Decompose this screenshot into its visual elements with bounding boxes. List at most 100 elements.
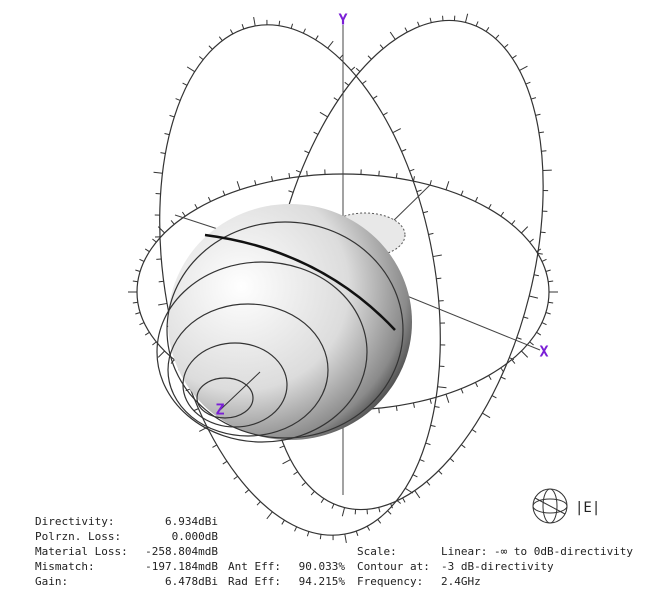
ring-tick <box>428 233 433 234</box>
ring-tick <box>156 193 161 195</box>
ring-tick <box>158 351 164 357</box>
ring-tick <box>492 396 497 398</box>
ring-tick <box>296 170 301 172</box>
ring-tick <box>156 259 161 260</box>
stat-label: Polrzn. Loss: <box>35 530 121 543</box>
ring-tick <box>413 176 414 181</box>
ring-tick <box>430 399 431 404</box>
ring-tick <box>319 534 321 539</box>
ring-tick <box>294 527 298 532</box>
setting-label: Contour at: <box>357 560 430 573</box>
ring-tick <box>441 16 444 21</box>
ring-tick <box>351 67 356 70</box>
ring-tick <box>413 491 421 498</box>
z-axis-label: Z <box>215 401 224 419</box>
ring-tick <box>159 281 164 282</box>
stat-label: Material Loss: <box>35 545 128 558</box>
ring-tick <box>413 474 417 478</box>
ring-tick <box>446 181 449 190</box>
ring-tick <box>209 45 213 50</box>
ring-tick <box>409 169 414 171</box>
ring-tick <box>438 385 447 389</box>
ring-tick <box>319 112 328 117</box>
ring-tick <box>475 197 477 202</box>
ring-tick <box>272 176 273 181</box>
stat-value: -197.184mdB <box>145 560 218 573</box>
stat-value: 0.000dB <box>172 530 219 543</box>
ring-tick <box>373 96 378 99</box>
ring-tick <box>307 171 308 176</box>
legend-icon <box>533 489 567 523</box>
stat-value: 6.478dBi <box>165 575 218 588</box>
ring-tick <box>541 150 546 153</box>
ring-tick <box>135 312 140 313</box>
ring-tick <box>476 21 478 26</box>
ring-tick <box>440 344 445 346</box>
ring-tick <box>489 375 491 379</box>
ring-tick <box>542 210 547 212</box>
ring-tick <box>534 274 539 275</box>
ring-tick <box>133 281 138 282</box>
ring-tick <box>254 17 256 26</box>
ring-tick <box>379 45 384 49</box>
ring-tick <box>465 14 467 23</box>
ring-tick <box>367 56 372 60</box>
setting-value: 2.4GHz <box>441 575 481 588</box>
ring-tick <box>237 181 240 190</box>
ring-tick <box>379 408 380 413</box>
ring-tick <box>367 526 369 531</box>
ring-tick <box>378 519 381 524</box>
ring-tick <box>521 227 527 233</box>
ring-tick <box>521 351 527 357</box>
ring-tick <box>281 520 285 524</box>
ring-tick <box>242 24 244 29</box>
ring-tick <box>461 191 463 196</box>
ring-tick <box>501 212 504 216</box>
pattern-surface <box>157 204 412 442</box>
ring-tick <box>266 512 274 519</box>
ring-tick <box>389 32 397 39</box>
stat-value: 6.934dBi <box>165 515 218 528</box>
ring-tick <box>546 270 551 271</box>
ring-tick <box>344 82 349 85</box>
ring-tick <box>430 180 431 185</box>
ring-tick <box>489 204 491 208</box>
ring-tick <box>176 98 181 101</box>
ring-tick <box>542 323 547 325</box>
pattern-view: Y X Z |E| Directivity:6.934dBiPolrzn. Lo… <box>0 0 670 597</box>
ring-tick <box>294 471 298 475</box>
ring-tick <box>512 220 515 224</box>
ring-tick <box>379 171 380 176</box>
ring-tick <box>439 300 444 301</box>
ring-tick <box>155 214 160 216</box>
ring-tick <box>256 502 260 506</box>
ring-tick <box>366 509 369 514</box>
ring-tick <box>302 482 306 487</box>
ring-tick <box>233 476 238 479</box>
ring-tick <box>530 342 534 345</box>
ring-tick <box>413 403 414 408</box>
ring-tick <box>283 458 291 465</box>
ring-tick <box>435 406 440 409</box>
ring-tick <box>356 68 361 71</box>
ring-tick <box>486 27 489 32</box>
ring-tick <box>135 270 140 271</box>
ring-tick <box>396 406 397 411</box>
ring-tick <box>303 29 307 34</box>
ring-tick <box>542 259 547 261</box>
ring-tick <box>440 322 445 324</box>
info-panel: Directivity:6.934dBiPolrzn. Loss:0.000dB… <box>35 515 633 588</box>
ring-tick <box>356 531 358 536</box>
ring-tick <box>154 171 163 175</box>
ring-tick <box>139 323 144 325</box>
ring-tick <box>523 317 528 318</box>
setting-value: Linear: -∞ to 0dB-directivity <box>441 545 633 558</box>
ring-tick <box>537 332 541 335</box>
ring-tick <box>354 509 356 514</box>
ring-tick <box>187 66 195 73</box>
ring-tick <box>315 36 319 40</box>
ring-tick <box>362 81 367 84</box>
ring-tick <box>288 191 293 193</box>
ring-tick <box>158 303 167 305</box>
ring-tick <box>461 445 466 448</box>
